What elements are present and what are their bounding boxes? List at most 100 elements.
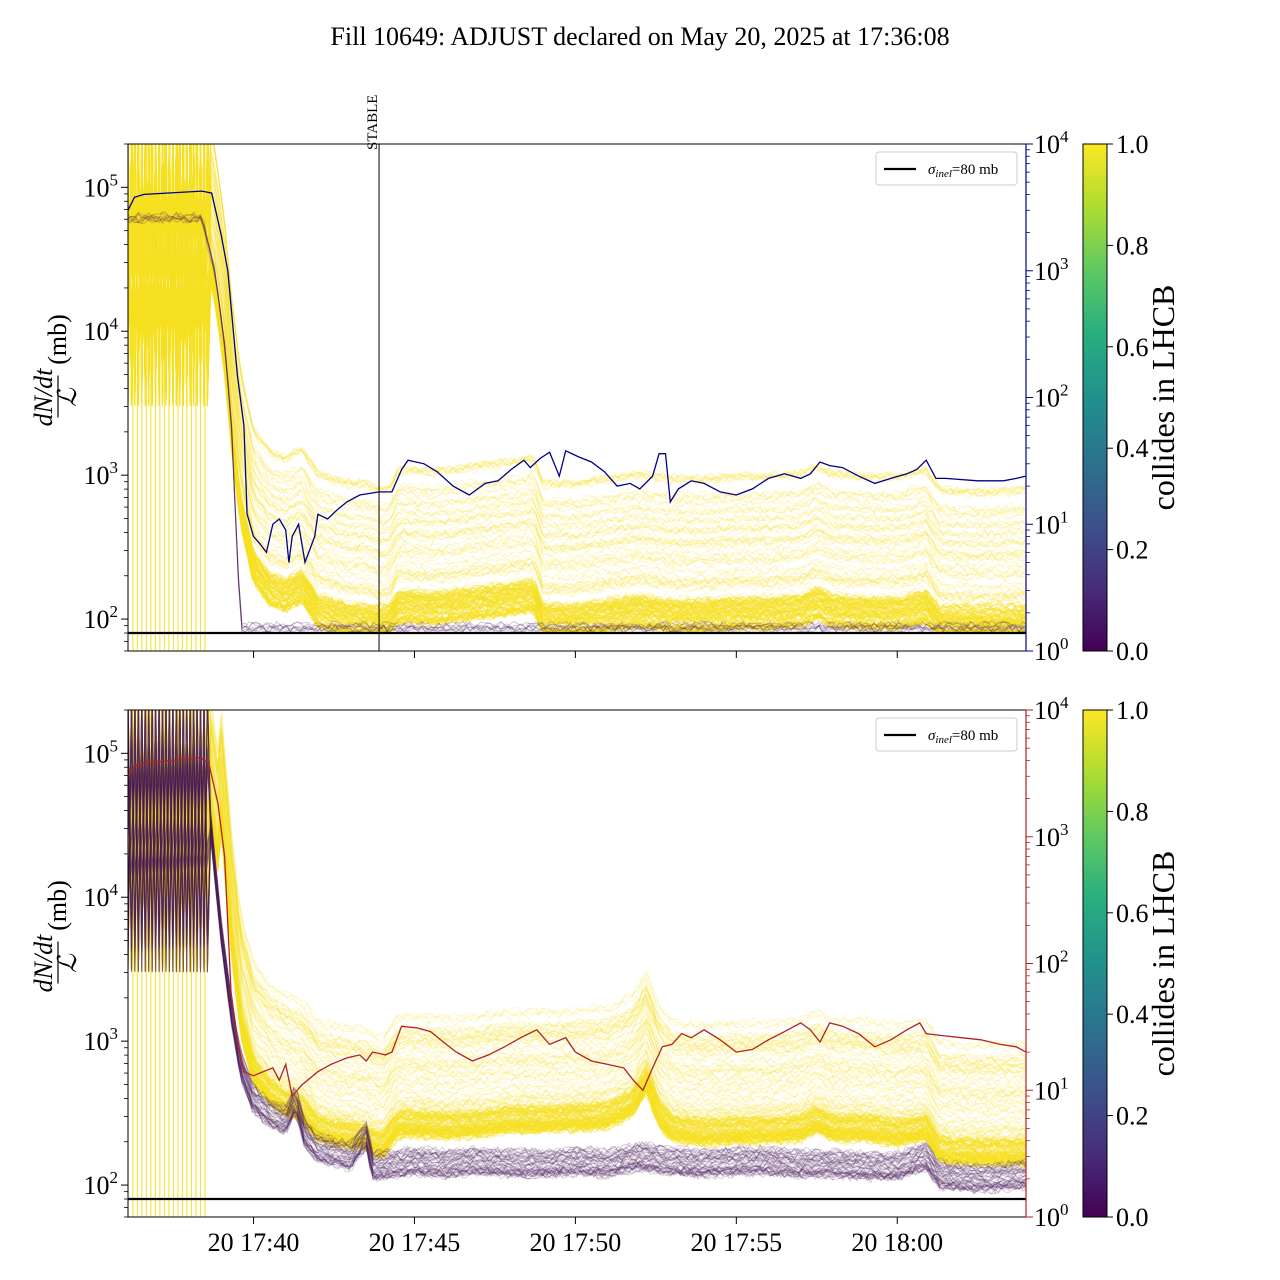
bunch-trace: [128, 144, 1026, 578]
y-label-unit: (mb): [43, 314, 72, 365]
bunch-trace: [128, 710, 1026, 1086]
bunch-trace: [128, 144, 1026, 576]
bunch-trace: [128, 144, 1026, 601]
y-tick-label: 104: [84, 314, 119, 346]
bunch-trace: [128, 710, 1026, 1170]
y-tick-label: 100: [1034, 1200, 1069, 1232]
bunch-trace: [128, 144, 1026, 596]
bunch-trace: [128, 710, 1026, 1065]
bunch-trace: [128, 710, 1026, 1176]
bunch-trace: [128, 710, 1026, 1137]
colorbar-tick-label: 0.0: [1116, 1203, 1149, 1232]
bunch-trace: [128, 144, 1026, 549]
bunch-trace: [128, 144, 1026, 560]
bunch-trace: [128, 710, 1026, 1140]
bunch-trace: [128, 710, 1026, 1183]
bunch-trace: [128, 144, 1026, 594]
y-tick-label: 102: [84, 1168, 119, 1200]
bunch-trace: [128, 144, 1026, 554]
bottom-x-axis: 20 17:40 20 17:45 20 17:50 20 17:55 20 18:00: [208, 1217, 943, 1257]
bunch-trace: [128, 214, 1026, 633]
colorbar-tick-label: 0.4: [1116, 1000, 1149, 1029]
bunch-trace: [128, 144, 1026, 531]
bunch-trace: [128, 710, 1026, 1076]
bunch-trace: [128, 710, 1026, 1175]
bunch-trace: [128, 144, 1026, 495]
bottom-right-y-axis: 100 101 102 103 104: [1025, 693, 1069, 1232]
bunch-trace: [128, 144, 1026, 617]
bunch-trace: [128, 216, 1026, 633]
bunch-trace: [128, 710, 1026, 1185]
bunch-trace: [128, 144, 1026, 603]
bunch-trace: [128, 144, 1026, 500]
bunch-trace: [128, 710, 1026, 1095]
bunch-trace: [128, 144, 1026, 601]
bunch-trace: [128, 710, 1026, 1124]
bunch-trace: [128, 710, 1026, 1068]
bunch-trace: [128, 710, 1026, 1191]
top-right-y-axis: 100 101 102 103 104: [1025, 127, 1069, 666]
y-label-unit: (mb): [43, 880, 72, 931]
bunch-trace: [128, 144, 1026, 566]
bunch-trace: [128, 144, 1026, 523]
bunch-trace: [128, 710, 1026, 1063]
colorbar-tick-label: 0.8: [1116, 231, 1149, 260]
stable-annotation: STABLE: [365, 95, 381, 651]
bunch-trace: [128, 710, 1026, 1103]
bunch-trace: [128, 710, 1026, 1141]
bunch-trace: [128, 144, 1026, 545]
bunch-trace: [128, 710, 1026, 1193]
bunch-trace: [128, 710, 1026, 1063]
bunch-trace: [128, 144, 1026, 529]
bunch-trace: [128, 144, 1026, 515]
bunch-trace: [128, 710, 1026, 1185]
bunch-trace: [128, 710, 1026, 1122]
bunch-trace: [128, 710, 1026, 1111]
colorbar-tick-label: 0.8: [1116, 797, 1149, 826]
bunch-trace: [128, 710, 1026, 1171]
bunch-trace: [128, 710, 1026, 1117]
bottom-rate-series: [128, 757, 1026, 1098]
top-bunch-traces: [128, 144, 1026, 651]
bunch-trace: [128, 710, 1026, 1187]
bunch-trace: [128, 144, 1026, 616]
bunch-trace: [128, 144, 1026, 549]
rate-line: [128, 190, 1026, 565]
bunch-trace: [128, 710, 1026, 1168]
bunch-trace: [128, 710, 1026, 1104]
bunch-trace: [128, 710, 1026, 1191]
bunch-trace: [128, 710, 1026, 1160]
bunch-trace: [128, 144, 1026, 498]
bunch-trace: [128, 710, 1026, 1179]
bunch-trace: [128, 144, 1026, 599]
bunch-trace: [128, 710, 1026, 1071]
bunch-trace: [128, 710, 1026, 1176]
bunch-trace: [128, 710, 1026, 1076]
bunch-trace: [128, 144, 1026, 496]
bunch-trace: [128, 710, 1026, 1170]
bunch-trace: [128, 710, 1026, 1177]
figure-title: Fill 10649: ADJUST declared on May 20, 2…: [330, 22, 949, 51]
bunch-trace: [128, 212, 1026, 631]
bunch-trace: [128, 144, 1026, 495]
y-tick-label: 104: [84, 880, 119, 912]
top-left-y-axis: 102 103 104 105: [84, 143, 128, 652]
y-label-denominator: ℒ: [53, 387, 82, 407]
bunch-trace: [128, 710, 1026, 1168]
bunch-trace: [128, 710, 1026, 1193]
bunch-trace: [128, 710, 1026, 1196]
bunch-trace: [128, 710, 1026, 1182]
bunch-trace: [128, 710, 1026, 1171]
colorbar-tick-label: 1.0: [1116, 130, 1149, 159]
bunch-trace: [128, 710, 1026, 1159]
bunch-trace: [128, 710, 1026, 1074]
top-rate-series: [128, 190, 1026, 565]
bunch-trace: [128, 144, 1026, 559]
bunch-trace: [128, 144, 1026, 548]
bunch-trace: [128, 144, 1026, 516]
bunch-trace: [128, 144, 1026, 607]
bunch-trace: [128, 144, 1026, 549]
bunch-trace: [128, 710, 1026, 1133]
bottom-left-y-axis: 102 103 104 105: [84, 709, 128, 1218]
